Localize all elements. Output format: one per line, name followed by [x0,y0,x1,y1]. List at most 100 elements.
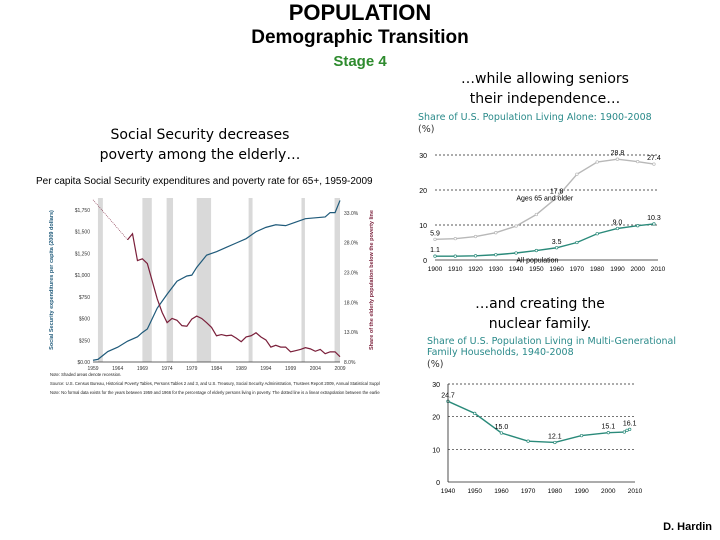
living-alone-chart: 0 10 20 30 1900 1910 1920 1930 1940 1950 1960 1970 1… [419,150,665,273]
y-tick-label: $250 [79,338,90,344]
y-tick-label: $1,500 [75,230,91,236]
data-point [628,427,632,432]
slide-subtitle: Demographic Transition [251,27,469,48]
data-point [652,162,656,166]
x-tick-label: 2010 [628,488,643,495]
data-label: 12.1 [548,433,562,440]
y-tick-label: 0 [436,480,440,487]
y-tick-label: $500 [79,317,90,323]
data-point [473,411,477,416]
data-point [494,231,498,235]
y-axis-label: Social Security expenditures per capita … [49,210,55,350]
data-point [494,253,498,257]
x-tick-label: 1970 [521,488,536,495]
data-point [652,222,656,226]
data-label: 5.9 [430,230,440,237]
data-point [433,237,437,241]
series-label: Ages 65 and older [516,196,573,203]
data-label: 27.4 [647,155,661,162]
social-security-poverty-chart: $0.00 $250 $500 $750 $1,000 $1,250 $1,500 $1,75… [49,198,380,395]
caption-line: poverty among the elderly… [99,147,301,163]
ss-expenditure-line [92,200,341,361]
y2-tick-label: 8.0% [344,360,356,366]
x-tick-label: 1950 [529,266,544,273]
x-tick-label: 1920 [468,266,483,273]
data-point [554,246,559,250]
data-point [499,431,504,435]
caption-line: …and creating the [475,296,605,312]
y-tick-label: 20 [432,415,440,422]
caption-seniors: …while allowing seniors their independen… [420,69,670,109]
data-point [473,254,478,258]
x-tick-label: 1970 [570,266,585,273]
x-tick-label: 1989 [236,366,247,372]
data-point [636,224,640,228]
x-tick-label: 2009 [334,366,345,372]
series-line [447,400,630,444]
data-label: 3.5 [552,239,562,246]
data-point [622,430,626,434]
x-tick-label: 1910 [448,266,463,273]
chart-note: Source: U.S. Census Bureau, Historical P… [50,381,380,386]
data-point [606,431,610,435]
recession-bar [248,198,253,362]
x-tick-label: 2004 [310,366,321,372]
x-tick-label: 1974 [162,366,173,372]
recession-bar [142,198,152,362]
data-label: 9.0 [613,220,623,227]
data-label: 15.1 [601,424,615,431]
x-tick-label: 1969 [137,366,148,372]
x-tick-label: 1984 [211,366,222,372]
data-label: 28.8 [611,150,625,157]
y2-axis-label: Share of the elderly population below th… [369,210,375,350]
chart1-title: Per capita Social Security expenditures … [36,176,373,187]
x-tick-label: 1994 [260,366,271,372]
data-label: 10.3 [647,215,661,222]
series-line [435,223,655,257]
author-credit: D. Hardin [663,521,712,533]
caption-nuclear-family: …and creating the nuclear family. [420,294,660,334]
data-point [553,440,557,445]
y-tick-label: 10 [419,223,427,230]
caption-line: Social Security decreases [110,127,290,143]
y2-tick-label: 23.0% [344,271,359,277]
y-tick-label: 10 [432,447,440,454]
chart3-unit: (%) [427,359,444,370]
data-label: 16.1 [623,420,637,427]
chart3-title: Share of U.S. Population Living in Multi… [427,336,676,358]
x-tick-label: 1950 [467,488,482,495]
x-tick-label: 1980 [590,266,605,273]
y2-tick-label: 13.0% [344,330,359,336]
y-tick-label: 30 [419,153,427,160]
data-point [534,212,539,217]
x-tick-label: 1979 [186,366,197,372]
data-point [514,224,518,228]
x-tick-label: 1999 [285,366,296,372]
data-label: 15.0 [495,424,509,431]
chart-note: Note: Shaded areas denote recession. [50,372,121,377]
data-point [453,254,457,258]
x-tick-label: 1990 [574,488,589,495]
data-point [636,160,640,164]
y-tick-label: 20 [419,188,427,195]
y2-tick-label: 33.0% [344,211,359,217]
x-tick-label: 2000 [630,266,645,273]
data-label: 17.8 [550,189,564,196]
x-tick-label: 1980 [548,488,563,495]
data-label: 1.1 [430,247,440,254]
data-point [534,248,539,253]
y2-tick-label: 18.0% [344,300,359,306]
data-point [579,433,584,438]
data-point [575,172,579,176]
y-tick-label: $1,000 [75,273,91,279]
y-tick-label: 30 [432,382,440,389]
series-line [434,158,655,241]
data-point [526,439,530,443]
x-tick-label: 1930 [489,266,504,273]
x-tick-label: 1960 [549,266,564,273]
data-point [453,236,457,241]
caption-line: nuclear family. [488,316,592,332]
x-tick-label: 1959 [87,366,98,372]
chart2-title: Share of U.S. Population Living Alone: 1… [418,112,652,123]
